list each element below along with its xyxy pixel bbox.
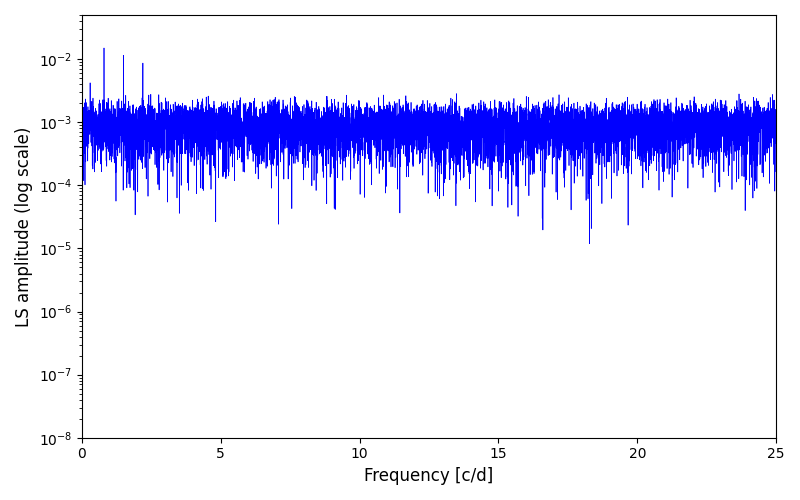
X-axis label: Frequency [c/d]: Frequency [c/d] (364, 467, 494, 485)
Y-axis label: LS amplitude (log scale): LS amplitude (log scale) (15, 126, 33, 326)
